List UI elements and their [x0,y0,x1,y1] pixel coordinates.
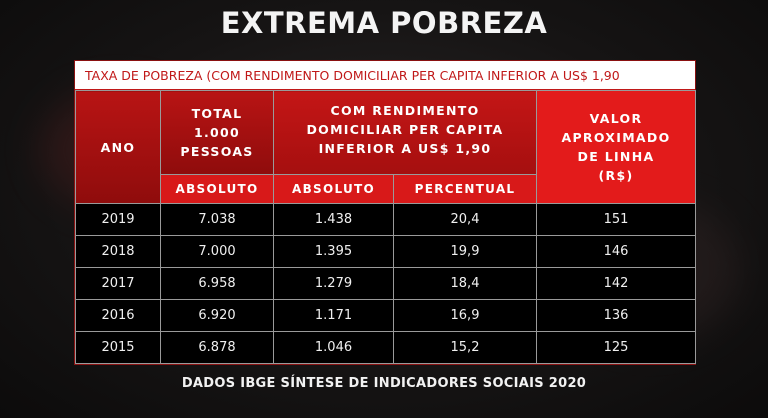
table-row: 2018 7.000 1.395 19,9 146 [75,235,696,268]
table-row: 2015 6.878 1.046 15,2 125 [75,331,696,364]
cell-absoluto: 1.395 [273,235,394,268]
cell-total: 6.920 [160,299,274,332]
cell-valor: 125 [536,331,696,364]
cell-total: 7.000 [160,235,274,268]
cell-percentual: 19,9 [393,235,537,268]
source-footer: DADOS IBGE SÍNTESE DE INDICADORES SOCIAI… [181,376,587,391]
table-subtitle: TAXA DE POBREZA (COM RENDIMENTO DOMICILI… [75,61,695,90]
table-row: 2016 6.920 1.171 16,9 136 [75,299,696,332]
header-valor: VALOR APROXIMADO DE LINHA (R$) [536,90,696,204]
header-valor-label: VALOR APROXIMADO DE LINHA (R$) [561,111,671,183]
cell-valor: 146 [536,235,696,268]
cell-ano: 2019 [75,203,161,236]
header-rendimento: COM RENDIMENTO DOMICILIAR PER CAPITA INF… [273,90,537,175]
header-total: TOTAL 1.000 PESSOAS [160,90,274,175]
cell-absoluto: 1.171 [273,299,394,332]
cell-ano: 2016 [75,299,161,332]
header-absoluto: ABSOLUTO [273,174,394,204]
cell-percentual: 15,2 [393,331,537,364]
cell-percentual: 18,4 [393,267,537,300]
cell-ano: 2015 [75,331,161,364]
table-row: 2017 6.958 1.279 18,4 142 [75,267,696,300]
cell-absoluto: 1.279 [273,267,394,300]
poverty-table-panel: TAXA DE POBREZA (COM RENDIMENTO DOMICILI… [74,60,696,365]
page-title: EXTREMA POBREZA [220,6,548,40]
cell-ano: 2018 [75,235,161,268]
poverty-table: ANO TOTAL 1.000 PESSOAS COM RENDIMENTO D… [75,90,696,364]
cell-total: 6.958 [160,267,274,300]
header-total-label: TOTAL 1.000 PESSOAS [180,106,254,159]
cell-valor: 142 [536,267,696,300]
cell-percentual: 20,4 [393,203,537,236]
table-row: 2019 7.038 1.438 20,4 151 [75,203,696,236]
cell-ano: 2017 [75,267,161,300]
header-rendimento-label: COM RENDIMENTO DOMICILIAR PER CAPITA INF… [306,103,504,156]
header-ano: ANO [75,90,161,204]
cell-percentual: 16,9 [393,299,537,332]
cell-valor: 151 [536,203,696,236]
cell-absoluto: 1.438 [273,203,394,236]
cell-valor: 136 [536,299,696,332]
cell-absoluto: 1.046 [273,331,394,364]
header-absoluto-total: ABSOLUTO [160,174,274,204]
cell-total: 7.038 [160,203,274,236]
header-percentual: PERCENTUAL [393,174,537,204]
cell-total: 6.878 [160,331,274,364]
